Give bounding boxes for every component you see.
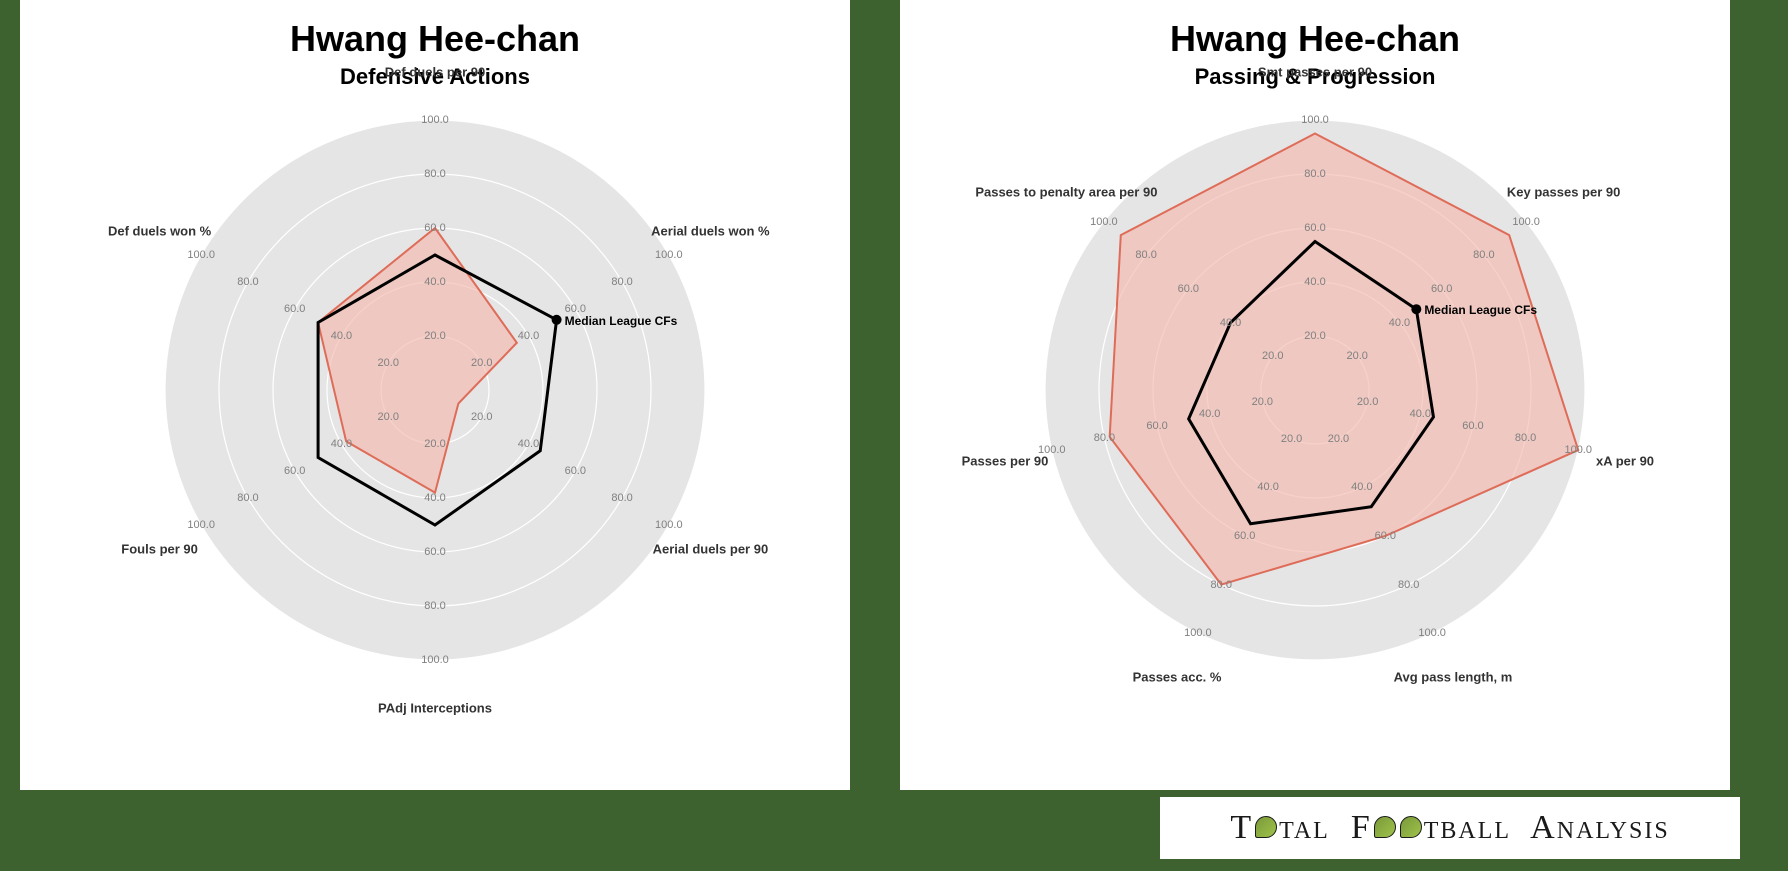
axis-label: Fouls per 90: [121, 542, 198, 557]
tick-label: 100.0: [1301, 114, 1329, 126]
tick-label: 20.0: [424, 330, 445, 342]
tick-label: 60.0: [1178, 283, 1199, 295]
tick-label: 40.0: [518, 438, 539, 450]
tick-label: 60.0: [284, 303, 305, 315]
tick-label: 80.0: [1211, 579, 1232, 591]
tick-label: 100.0: [655, 249, 683, 261]
tick-label: 40.0: [1389, 317, 1410, 329]
tick-label: 40.0: [518, 330, 539, 342]
tick-label: 20.0: [1262, 350, 1283, 362]
tick-label: 20.0: [1328, 433, 1349, 445]
tick-label: 60.0: [1234, 530, 1255, 542]
tick-label: 20.0: [1252, 396, 1273, 408]
axis-label: xA per 90: [1596, 453, 1654, 468]
tick-label: 40.0: [1304, 276, 1325, 288]
axis-label: Aerial duels per 90: [653, 542, 769, 557]
radar-container-1: 20.040.060.080.0100.0Smt passes per 9020…: [1025, 100, 1605, 680]
tick-label: 80.0: [237, 492, 258, 504]
chart-title-1: Hwang Hee-chan: [900, 18, 1730, 60]
tick-label: 100.0: [421, 654, 449, 666]
tick-label: 80.0: [237, 276, 258, 288]
tick-label: 100.0: [187, 519, 215, 531]
axis-label: Passes to penalty area per 90: [975, 184, 1157, 199]
median-label: Median League CFs: [565, 314, 678, 328]
tick-label: 20.0: [378, 357, 399, 369]
tick-label: 100.0: [655, 519, 683, 531]
tick-label: 40.0: [1257, 481, 1278, 493]
radar-svg: [145, 100, 725, 680]
axis-label: PAdj Interceptions: [378, 701, 492, 716]
tick-label: 80.0: [1515, 432, 1536, 444]
tick-label: 80.0: [1398, 579, 1419, 591]
tick-label: 100.0: [1090, 216, 1118, 228]
tick-label: 80.0: [1304, 168, 1325, 180]
logo-leaf-icon: [1400, 816, 1422, 838]
tick-label: 40.0: [1351, 481, 1372, 493]
tick-label: 20.0: [378, 411, 399, 423]
tick-label: 80.0: [424, 600, 445, 612]
logo-leaf-icon: [1374, 816, 1396, 838]
tick-label: 20.0: [1281, 433, 1302, 445]
tick-label: 100.0: [1564, 444, 1592, 456]
tick-label: 80.0: [424, 168, 445, 180]
tick-label: 20.0: [471, 357, 492, 369]
median-point: [552, 315, 562, 325]
tick-label: 40.0: [1220, 317, 1241, 329]
logo-box: Ttal Ftball Analysis: [1160, 797, 1740, 859]
axis-label: Def duels won %: [108, 224, 211, 239]
logo-leaf-icon: [1255, 816, 1277, 838]
tick-label: 100.0: [1418, 627, 1446, 639]
tick-label: 40.0: [331, 330, 352, 342]
axis-label: Aerial duels won %: [651, 224, 769, 239]
tick-label: 40.0: [331, 438, 352, 450]
tick-label: 40.0: [424, 276, 445, 288]
tick-label: 20.0: [424, 438, 445, 450]
tick-label: 60.0: [1462, 420, 1483, 432]
panel-right: Hwang Hee-chan Passing & Progression 20.…: [900, 0, 1730, 790]
tick-label: 60.0: [1146, 420, 1167, 432]
tick-label: 80.0: [1473, 249, 1494, 261]
median-label: Median League CFs: [1424, 303, 1537, 317]
panel-left: Hwang Hee-chan Defensive Actions 20.040.…: [20, 0, 850, 790]
axis-label: Avg pass length, m: [1394, 669, 1513, 684]
tick-label: 20.0: [1347, 350, 1368, 362]
tick-label: 80.0: [1135, 249, 1156, 261]
axis-label: Passes per 90: [962, 453, 1049, 468]
tick-label: 100.0: [1512, 216, 1540, 228]
tick-label: 40.0: [1410, 408, 1431, 420]
tick-label: 60.0: [424, 546, 445, 558]
tick-label: 60.0: [1431, 283, 1452, 295]
tick-label: 60.0: [1304, 222, 1325, 234]
tick-label: 100.0: [421, 114, 449, 126]
tick-label: 40.0: [1199, 408, 1220, 420]
tick-label: 100.0: [1184, 627, 1212, 639]
axis-label: Passes acc. %: [1133, 669, 1222, 684]
radar-container-0: 20.040.060.080.0100.0Def duels per 9020.…: [145, 100, 725, 680]
median-point: [1411, 304, 1421, 314]
axis-label: Key passes per 90: [1507, 184, 1620, 199]
tick-label: 20.0: [471, 411, 492, 423]
tick-label: 100.0: [187, 249, 215, 261]
tick-label: 80.0: [611, 276, 632, 288]
tick-label: 60.0: [284, 465, 305, 477]
axis-label: Def duels per 90: [385, 65, 485, 80]
tick-label: 60.0: [565, 465, 586, 477]
tick-label: 80.0: [1094, 432, 1115, 444]
tick-label: 60.0: [424, 222, 445, 234]
logo-text: Ttal Ftball Analysis: [1230, 809, 1669, 847]
tick-label: 20.0: [1357, 396, 1378, 408]
chart-title-0: Hwang Hee-chan: [20, 18, 850, 60]
tick-label: 80.0: [611, 492, 632, 504]
tick-label: 60.0: [1375, 530, 1396, 542]
tick-label: 40.0: [424, 492, 445, 504]
tick-label: 20.0: [1304, 330, 1325, 342]
axis-label: Smt passes per 90: [1258, 65, 1372, 80]
